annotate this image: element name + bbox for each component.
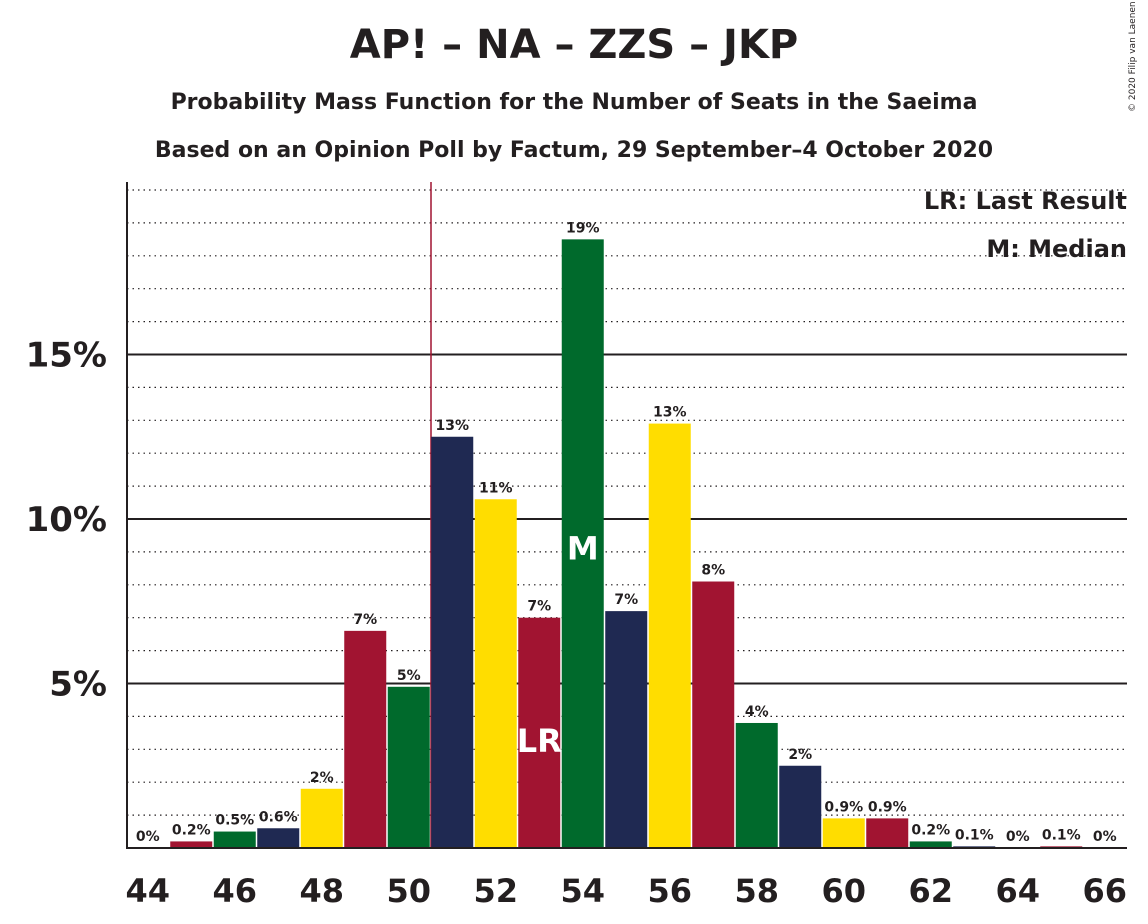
data-label-60: 0.9%: [824, 799, 863, 815]
x-tick-58: 58: [734, 872, 779, 910]
y-tick-10: 10%: [26, 500, 107, 540]
marker-lr: LR: [517, 722, 562, 760]
data-label-50: 5%: [397, 668, 421, 684]
data-label-45: 0.2%: [172, 822, 211, 838]
bar-52-seats: [474, 499, 517, 848]
bar-55-seats: [605, 611, 648, 848]
data-label-57: 8%: [701, 563, 725, 579]
legend-last-result: LR: Last Result: [924, 187, 1127, 215]
bar-51-seats: [431, 436, 474, 848]
bar-57-seats: [692, 581, 735, 848]
chart-subtitle-source: Based on an Opinion Poll by Factum, 29 S…: [154, 138, 994, 163]
bar-59-seats: [779, 765, 822, 848]
bar-62-seats: [909, 841, 952, 848]
data-label-48: 2%: [310, 770, 334, 786]
data-label-51: 13%: [435, 418, 469, 434]
bar-48-seats: [300, 788, 343, 848]
y-tick-labels: 5% 10% 15%: [26, 336, 107, 705]
chart-title: AP! – NA – ZZS – JKP: [349, 22, 799, 68]
data-label-54: 19%: [566, 220, 600, 236]
bar-53-seats: [518, 617, 561, 848]
bar-49-seats: [344, 630, 387, 848]
x-tick-66: 66: [1082, 872, 1127, 910]
bar-61-seats: [866, 818, 909, 848]
data-label-49: 7%: [353, 612, 377, 628]
marker-m: M: [567, 529, 599, 567]
legend-median: M: Median: [986, 235, 1127, 263]
bar-56-seats: [648, 423, 691, 848]
x-tick-44: 44: [125, 872, 170, 910]
data-label-56: 13%: [653, 405, 687, 421]
bar-46-seats: [213, 831, 256, 848]
x-tick-64: 64: [995, 872, 1040, 910]
y-tick-5: 5%: [49, 665, 107, 705]
data-label-53: 7%: [527, 599, 551, 615]
data-label-59: 2%: [788, 747, 812, 763]
data-label-58: 4%: [745, 704, 769, 720]
y-tick-15: 15%: [26, 336, 107, 376]
bar-60-seats: [822, 818, 865, 848]
data-labels: 0% 0.2%0.5% 0.6%2%7%5%13%11%7%19%7%13%8%4%…: [136, 220, 1117, 845]
data-label-65: 0.1%: [1042, 827, 1081, 843]
data-label-52: 11%: [479, 480, 513, 496]
x-tick-50: 50: [386, 872, 431, 910]
x-tick-60: 60: [821, 872, 866, 910]
axes: [126, 182, 1127, 849]
x-tick-56: 56: [647, 872, 692, 910]
data-label-63: 0.1%: [955, 827, 994, 843]
bar-58-seats: [735, 722, 778, 848]
bar-45-seats: [170, 841, 213, 848]
bar-47-seats: [257, 828, 300, 848]
x-tick-46: 46: [212, 872, 257, 910]
bar-markers: LR M: [517, 529, 599, 760]
x-tick-54: 54: [560, 872, 605, 910]
data-label-46: 0.5%: [215, 813, 254, 829]
x-tick-labels: 44 46 48 50 52 54 56 58 60 62 64 66: [125, 872, 1127, 910]
data-label-66: 0%: [1093, 829, 1117, 845]
x-tick-52: 52: [473, 872, 518, 910]
chart-subtitle: Probability Mass Function for the Number…: [170, 90, 978, 115]
bar-50-seats: [387, 686, 430, 848]
bar-54-seats: [561, 239, 604, 849]
data-label-44: 0%: [136, 829, 160, 845]
bars: [170, 239, 1083, 849]
data-label-62: 0.2%: [911, 822, 950, 838]
data-label-64: 0%: [1006, 829, 1030, 845]
data-label-61: 0.9%: [868, 799, 907, 815]
x-tick-48: 48: [299, 872, 344, 910]
data-label-55: 7%: [614, 592, 638, 608]
data-label-47: 0.6%: [259, 809, 298, 825]
x-tick-62: 62: [908, 872, 953, 910]
